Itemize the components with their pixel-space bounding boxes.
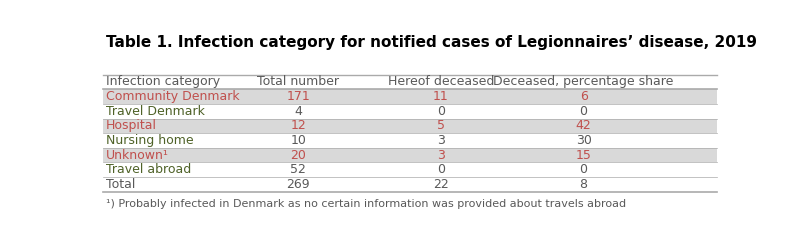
Text: 12: 12 — [290, 119, 306, 132]
Bar — [103, 133, 717, 148]
Text: Deceased, percentage share: Deceased, percentage share — [494, 75, 674, 88]
Text: 0: 0 — [437, 163, 445, 176]
Text: ¹) Probably infected in Denmark as no certain information was provided about tra: ¹) Probably infected in Denmark as no ce… — [106, 199, 626, 209]
Text: 30: 30 — [576, 134, 591, 147]
Text: Table 1. Infection category for notified cases of Legionnaires’ disease, 2019: Table 1. Infection category for notified… — [106, 35, 758, 50]
Text: 0: 0 — [579, 105, 587, 118]
Text: 3: 3 — [437, 148, 445, 162]
Text: Travel Denmark: Travel Denmark — [106, 105, 205, 118]
Text: Hospital: Hospital — [106, 119, 157, 132]
Text: Community Denmark: Community Denmark — [106, 90, 240, 103]
Text: 42: 42 — [576, 119, 591, 132]
Bar — [103, 119, 717, 133]
Text: Total number: Total number — [258, 75, 339, 88]
Bar — [103, 89, 717, 104]
Bar — [103, 104, 717, 119]
Text: Total: Total — [106, 178, 135, 191]
Text: Nursing home: Nursing home — [106, 134, 194, 147]
Text: Travel abroad: Travel abroad — [106, 163, 191, 176]
Text: 6: 6 — [580, 90, 587, 103]
Text: Unknown¹: Unknown¹ — [106, 148, 169, 162]
Text: 15: 15 — [576, 148, 591, 162]
Text: 0: 0 — [437, 105, 445, 118]
Text: 3: 3 — [437, 134, 445, 147]
Text: 11: 11 — [433, 90, 449, 103]
Text: Infection category: Infection category — [106, 75, 220, 88]
Text: 22: 22 — [433, 178, 449, 191]
Bar — [103, 148, 717, 162]
Text: 269: 269 — [286, 178, 310, 191]
Text: Hereof deceased: Hereof deceased — [388, 75, 494, 88]
Text: 4: 4 — [294, 105, 302, 118]
Bar — [103, 162, 717, 177]
Text: 5: 5 — [437, 119, 445, 132]
Text: 20: 20 — [290, 148, 306, 162]
Text: 10: 10 — [290, 134, 306, 147]
Text: 0: 0 — [579, 163, 587, 176]
Text: 8: 8 — [579, 178, 587, 191]
Text: 171: 171 — [286, 90, 310, 103]
Text: 52: 52 — [290, 163, 306, 176]
Bar — [103, 177, 717, 192]
